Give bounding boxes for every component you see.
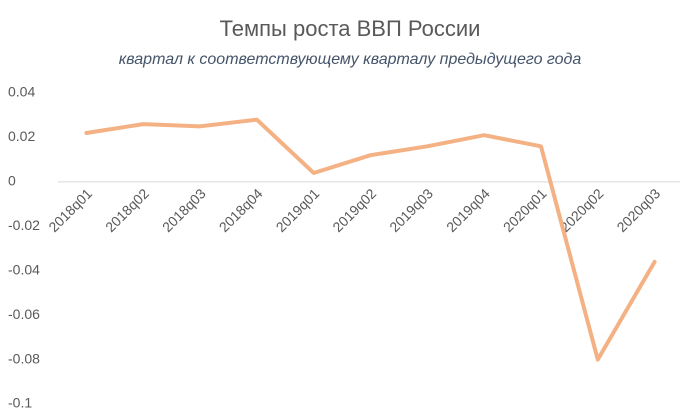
chart-title: Темпы роста ВВП России (220, 16, 481, 41)
x-tick-label: 2018q01 (45, 185, 95, 235)
x-tick-label: 2019q03 (386, 185, 436, 235)
x-tick-label: 2018q02 (102, 185, 152, 235)
x-tick-label: 2019q04 (443, 185, 493, 235)
x-tick-label: 2020q03 (613, 185, 663, 235)
chart-subtitle: квартал к соответствующему кварталу пред… (119, 51, 582, 68)
y-tick-label: -0.02 (8, 217, 40, 233)
y-tick-label: 0 (8, 173, 16, 189)
x-tick-label: 2020q01 (500, 185, 550, 235)
y-tick-label: -0.08 (8, 350, 40, 366)
y-tick-label: -0.1 (8, 395, 32, 411)
y-tick-label: 0.04 (8, 84, 35, 100)
y-tick-label: 0.02 (8, 128, 35, 144)
line-series (84, 117, 657, 362)
y-tick-label: -0.04 (8, 261, 40, 277)
x-tick-label: 2019q02 (329, 185, 379, 235)
x-tick-label: 2019q01 (273, 185, 323, 235)
x-tick-label: 2018q03 (159, 185, 209, 235)
y-tick-label: -0.06 (8, 306, 40, 322)
x-tick-label: 2018q04 (216, 185, 266, 235)
